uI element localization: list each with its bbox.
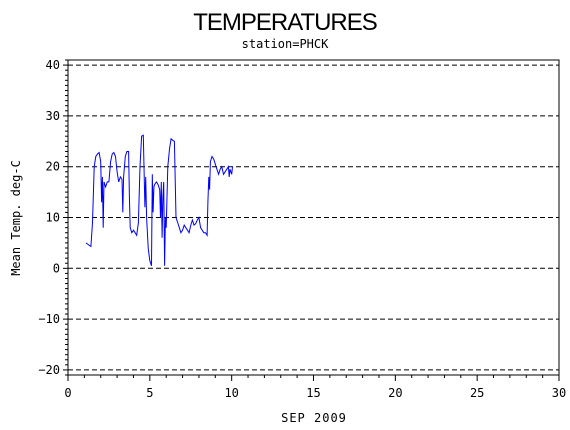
y-tick-label: −10 xyxy=(38,312,60,326)
x-tick-label: 15 xyxy=(306,386,320,400)
y-tick-label: 30 xyxy=(46,109,60,123)
series-line xyxy=(85,134,233,266)
y-axis-label: Mean Temp. deg-C xyxy=(9,160,23,276)
x-tick-label: 5 xyxy=(146,386,153,400)
x-tick-label: 0 xyxy=(64,386,71,400)
series-group xyxy=(85,134,233,266)
plot-frame xyxy=(67,59,560,376)
y-tick-label: 20 xyxy=(46,160,60,174)
y-tick-label: 0 xyxy=(53,261,60,275)
axis-ticks: −20 −10 0 10 20 30 40 0 5 10 15 20 25 30 xyxy=(38,58,566,400)
x-tick-label: 25 xyxy=(470,386,484,400)
y-tick-label: 40 xyxy=(46,58,60,72)
x-tick-label: 20 xyxy=(388,386,402,400)
chart-subtitle: station=PHCK xyxy=(242,37,329,51)
x-tick-label: 30 xyxy=(552,386,566,400)
gridlines xyxy=(68,64,559,371)
chart-title: TEMPERATURES xyxy=(193,9,377,36)
y-tick-label: 10 xyxy=(46,211,60,225)
x-tick-label: 10 xyxy=(224,386,238,400)
y-tick-label: −20 xyxy=(38,363,60,377)
x-axis-label: SEP 2009 xyxy=(281,411,347,425)
